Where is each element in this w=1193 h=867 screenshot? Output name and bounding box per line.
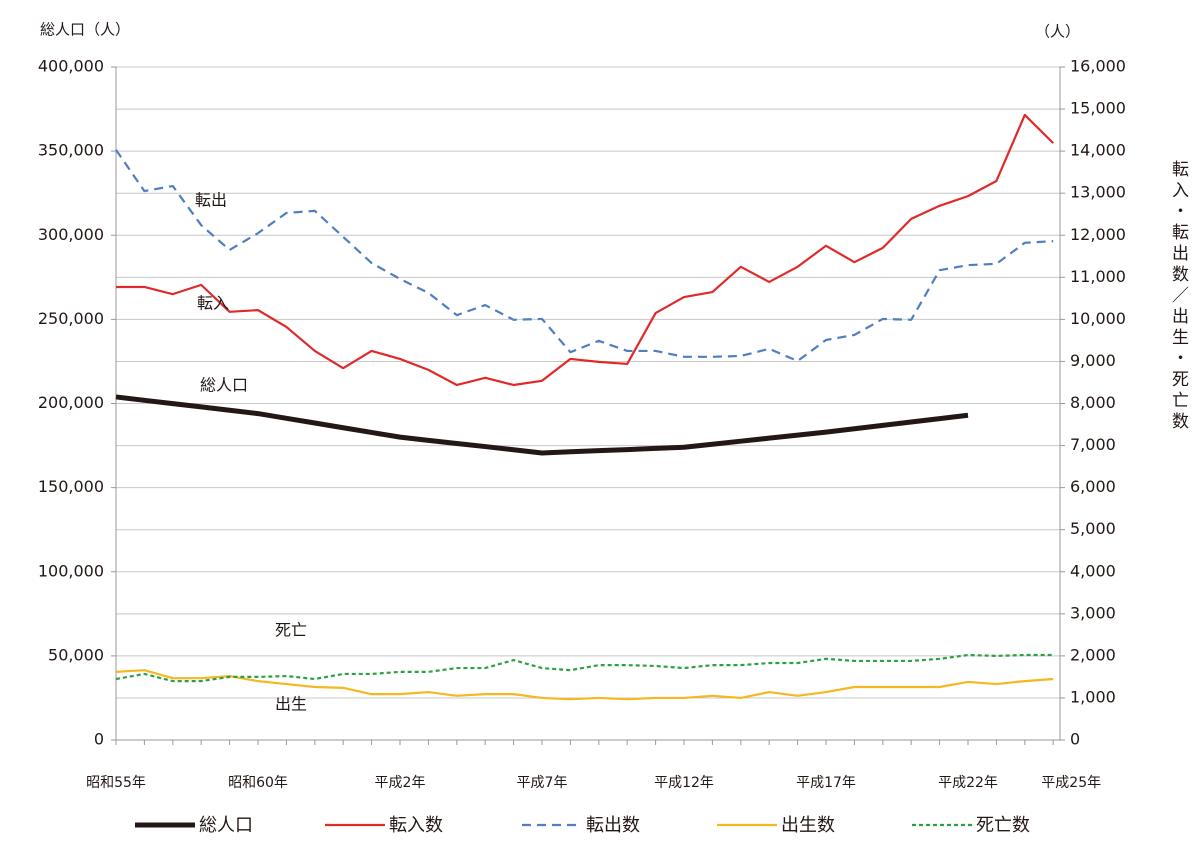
legend-label: 総人口 bbox=[199, 815, 253, 836]
series-line bbox=[115, 669, 1054, 701]
y2-tick-label: 13,000 bbox=[1070, 183, 1126, 202]
legend-label: 出生数 bbox=[781, 815, 835, 836]
x-tick-label: 平成12年 bbox=[654, 775, 714, 791]
x-tick-label: 平成25年 bbox=[1041, 775, 1101, 791]
x-tick-label: 平成7年 bbox=[517, 775, 568, 791]
legend-label: 死亡数 bbox=[976, 815, 1030, 836]
y2-tick-label: 6,000 bbox=[1070, 477, 1116, 496]
x-tick-label: 平成22年 bbox=[938, 775, 998, 791]
y-tick-label: 400,000 bbox=[38, 57, 104, 76]
y2-tick-label: 9,000 bbox=[1070, 351, 1116, 370]
x-tick-label: 平成17年 bbox=[796, 775, 856, 791]
y-tick-label: 150,000 bbox=[38, 477, 104, 496]
y-tick-label: 300,000 bbox=[38, 225, 104, 244]
y-tick-label: 100,000 bbox=[38, 561, 104, 580]
y2-tick-label: 7,000 bbox=[1070, 435, 1116, 454]
y-tick-label: 50,000 bbox=[48, 645, 104, 664]
y-tick-label: 250,000 bbox=[38, 309, 104, 328]
y2-tick-label: 16,000 bbox=[1070, 57, 1126, 76]
series-line bbox=[116, 113, 1054, 387]
y2-tick-label: 5,000 bbox=[1070, 519, 1116, 538]
x-tick-label: 昭和60年 bbox=[228, 775, 288, 791]
y2-tick-label: 10,000 bbox=[1070, 309, 1126, 328]
y2-tick-label: 1,000 bbox=[1070, 687, 1116, 706]
series-line bbox=[115, 394, 969, 456]
annotation: 死亡 bbox=[275, 621, 307, 640]
legend-label: 転出数 bbox=[586, 815, 640, 836]
y-tick-label: 0 bbox=[94, 730, 104, 749]
series-line bbox=[115, 149, 1054, 363]
y2-axis-title: 転入・転出数／出生・死亡数 bbox=[1168, 160, 1189, 433]
y2-axis-unit: （人） bbox=[1035, 23, 1080, 41]
annotation: 総人口 bbox=[200, 376, 248, 395]
series-line bbox=[115, 653, 1054, 683]
y2-tick-label: 2,000 bbox=[1070, 645, 1116, 664]
annotation: 出生 bbox=[275, 695, 307, 714]
annotation: 転出 bbox=[195, 191, 227, 210]
annotation: 転入 bbox=[197, 294, 229, 313]
y2-tick-label: 12,000 bbox=[1070, 225, 1126, 244]
legend-label: 転入数 bbox=[389, 815, 443, 836]
y2-tick-label: 11,000 bbox=[1070, 267, 1126, 286]
y2-tick-label: 0 bbox=[1070, 730, 1080, 749]
y2-tick-label: 3,000 bbox=[1070, 603, 1116, 622]
y2-tick-label: 14,000 bbox=[1070, 141, 1126, 160]
y-tick-label: 350,000 bbox=[38, 141, 104, 160]
y2-tick-label: 8,000 bbox=[1070, 393, 1116, 412]
x-tick-label: 昭和55年 bbox=[86, 775, 146, 791]
y-axis-title: 総人口（人） bbox=[40, 21, 130, 39]
y2-tick-label: 4,000 bbox=[1070, 561, 1116, 580]
x-tick-label: 平成2年 bbox=[375, 775, 426, 791]
y2-tick-label: 15,000 bbox=[1070, 99, 1126, 118]
y-tick-label: 200,000 bbox=[38, 393, 104, 412]
